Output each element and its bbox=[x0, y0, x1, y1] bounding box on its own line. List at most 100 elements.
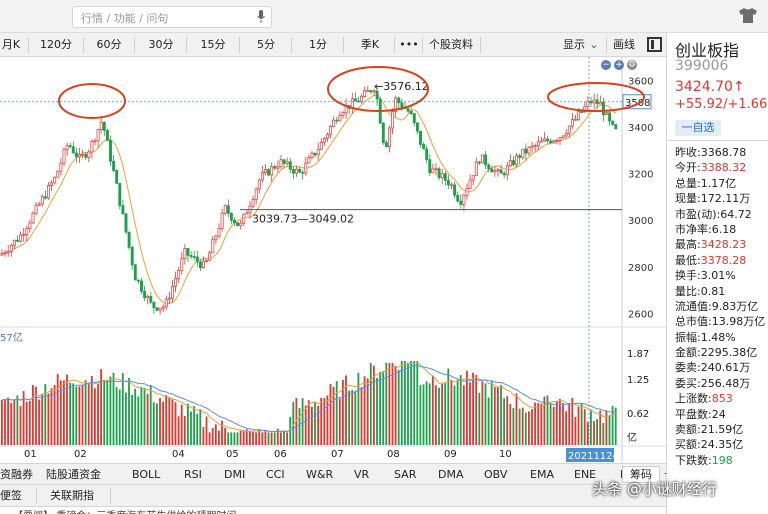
indicator-tab[interactable]: 资融券 bbox=[0, 468, 33, 481]
volume-bar bbox=[422, 384, 425, 445]
indicator-tab[interactable]: RSI bbox=[184, 468, 202, 481]
stock-profile-button[interactable]: 个股资料 bbox=[429, 38, 473, 51]
x-axis-label: 04 bbox=[172, 449, 185, 460]
candle-body bbox=[304, 162, 308, 174]
stat-value: 240.61万 bbox=[700, 361, 751, 375]
volume-bar bbox=[63, 380, 65, 445]
volume-bar bbox=[456, 379, 459, 445]
chip-distribution-button[interactable]: 筹码 bbox=[622, 466, 660, 483]
candle-body bbox=[477, 161, 481, 164]
indicator-tab[interactable]: BOLL bbox=[132, 468, 161, 481]
add-watchlist-button[interactable]: 一自选 bbox=[675, 120, 721, 136]
tab-quarter-k[interactable]: 季K bbox=[360, 38, 380, 51]
stat-label: 买额: bbox=[675, 438, 701, 452]
display-dropdown[interactable]: 显示 bbox=[563, 38, 585, 51]
tab-30min[interactable]: 30分 bbox=[148, 38, 174, 51]
volume-bar bbox=[518, 408, 521, 445]
candle-body bbox=[307, 157, 311, 164]
volume-bar bbox=[205, 416, 208, 445]
volume-bar bbox=[196, 413, 199, 445]
volume-tick-label: 0.62 bbox=[627, 409, 649, 420]
more-menu-button[interactable]: ••• bbox=[399, 38, 419, 51]
indicator-tab[interactable]: EMA bbox=[530, 468, 554, 481]
tab-120min[interactable]: 120分 bbox=[40, 38, 72, 51]
candle-body bbox=[47, 185, 50, 199]
volume-bar bbox=[528, 411, 530, 445]
candle-body bbox=[319, 141, 323, 150]
candle-body bbox=[555, 140, 559, 142]
tab-15min[interactable]: 15分 bbox=[200, 38, 226, 51]
candle-body bbox=[257, 179, 261, 190]
zoom-out-icon[interactable]: − bbox=[601, 60, 611, 70]
stat-row: 流通值:9.83万亿 bbox=[675, 299, 768, 314]
settings-gear-icon[interactable]: ⚙ bbox=[627, 60, 637, 70]
indicator-tab[interactable]: ENE bbox=[574, 468, 597, 481]
volume-bar bbox=[94, 388, 96, 445]
indicator-tab[interactable]: SAR bbox=[394, 468, 417, 481]
candle-body bbox=[121, 205, 125, 215]
candle-body bbox=[521, 148, 525, 158]
kline-chart-area[interactable]: 3600 3400 3200 3000 2800 2600 3508 3039.73—3049… bbox=[0, 57, 666, 463]
candle-body bbox=[78, 154, 81, 158]
indicator-tab[interactable]: DMI bbox=[224, 468, 246, 481]
indicator-tab[interactable]: OBV bbox=[484, 468, 508, 481]
candle-body bbox=[158, 307, 162, 311]
volume-ma-line bbox=[1, 364, 616, 432]
volume-bar bbox=[416, 361, 419, 445]
tab-notes[interactable]: 便签 bbox=[0, 489, 22, 502]
volume-bar bbox=[183, 415, 186, 445]
stat-row: 委买:256.48万 bbox=[675, 376, 768, 391]
volume-bar bbox=[90, 375, 93, 445]
news-ticker[interactable]: … 【要闻】 重磅会：三季度海东花生供给的预期时间…… bbox=[0, 507, 666, 514]
volume-bar bbox=[84, 380, 87, 445]
volume-bar bbox=[549, 403, 552, 445]
candle-body bbox=[28, 222, 32, 230]
panel-layout-icon[interactable] bbox=[647, 37, 662, 52]
tab-5min[interactable]: 5分 bbox=[257, 38, 275, 51]
candle-body bbox=[419, 130, 422, 145]
x-axis-label: 06 bbox=[274, 449, 287, 460]
volume-bar bbox=[326, 395, 329, 445]
indicator-tab[interactable]: DMA bbox=[438, 468, 464, 481]
volume-bar bbox=[221, 420, 223, 445]
candle-body bbox=[456, 194, 460, 202]
tab-60min[interactable]: 60分 bbox=[96, 38, 122, 51]
indicator-tab[interactable]: W&R bbox=[306, 468, 334, 481]
volume-bar bbox=[16, 395, 19, 445]
volume-bar bbox=[245, 429, 248, 445]
volume-bar bbox=[314, 401, 316, 445]
tab-related-futures[interactable]: 关联期指 bbox=[50, 489, 94, 502]
zoom-in-icon[interactable]: + bbox=[614, 60, 624, 70]
candle-body bbox=[601, 101, 605, 115]
volume-bar bbox=[369, 363, 372, 445]
candle-body bbox=[136, 279, 140, 282]
period-toolbar: 月K 120分 60分 30分 15分 5分 1分 季K ••• 个股资料 显示… bbox=[0, 33, 666, 57]
volume-bar bbox=[317, 405, 319, 445]
volume-bar bbox=[128, 378, 130, 445]
volume-bar bbox=[149, 384, 152, 445]
volume-bar bbox=[25, 401, 28, 445]
skin-shirt-icon[interactable] bbox=[738, 7, 758, 24]
candle-body bbox=[484, 154, 488, 166]
volume-bar bbox=[304, 405, 307, 445]
indicator-tab[interactable]: 陆股通资金 bbox=[46, 468, 101, 481]
volume-bar bbox=[252, 431, 254, 445]
candle-body bbox=[375, 90, 379, 100]
candle-body bbox=[381, 122, 385, 143]
tab-month-k[interactable]: 月K bbox=[1, 38, 21, 51]
microphone-icon[interactable] bbox=[257, 10, 265, 23]
indicator-tab[interactable]: VR bbox=[354, 468, 370, 481]
search-input[interactable]: 行情 / 功能 / 问句 bbox=[72, 6, 272, 28]
volume-bar bbox=[140, 387, 143, 445]
volume-tick-label: 1.25 bbox=[627, 375, 649, 386]
kline-chart[interactable]: 36003400320030002800260035083039.73—3049… bbox=[0, 57, 666, 463]
indicator-tab[interactable]: CCI bbox=[266, 468, 285, 481]
volume-bar bbox=[431, 375, 434, 445]
volume-bar bbox=[342, 380, 344, 445]
candle-body bbox=[239, 222, 243, 227]
candle-body bbox=[332, 119, 336, 127]
chevron-down-icon[interactable]: ⌄ bbox=[589, 38, 599, 51]
volume-bar bbox=[559, 398, 561, 445]
tab-1min[interactable]: 1分 bbox=[309, 38, 327, 51]
draw-line-button[interactable]: 画线 bbox=[613, 38, 635, 51]
